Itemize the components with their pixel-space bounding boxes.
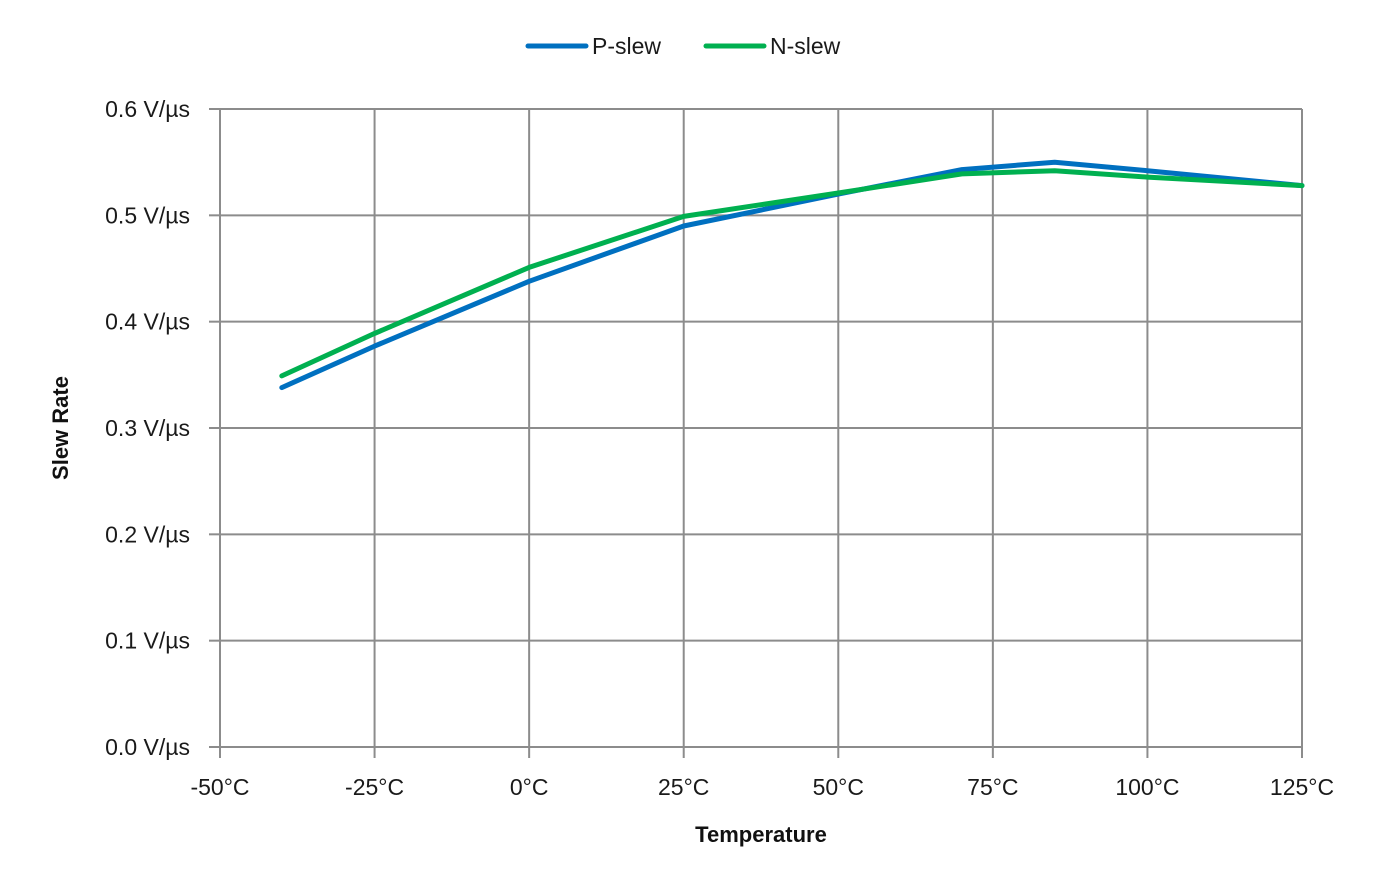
x-tick-label: -50°C [190, 774, 249, 800]
x-tick-label: 75°C [967, 774, 1018, 800]
y-tick-label: 0.0 V/µs [105, 734, 190, 760]
series-line-p-slew [279, 159, 1305, 391]
series-line-n-slew [279, 168, 1305, 379]
x-tick-label: 0°C [510, 774, 549, 800]
x-axis-tick-labels: -50°C -25°C 0°C 25°C 50°C 75°C 100°C 125°C [190, 774, 1334, 800]
y-tick-label: 0.4 V/µs [105, 309, 190, 335]
x-axis-title: Temperature [695, 822, 827, 847]
legend: P-slew N-slew [525, 33, 841, 59]
x-tick-label: 50°C [813, 774, 864, 800]
y-tick-label: 0.6 V/µs [105, 96, 190, 122]
legend-label-p-slew: P-slew [592, 33, 661, 59]
x-tick-label: -25°C [345, 774, 404, 800]
legend-label-n-slew: N-slew [770, 33, 841, 59]
y-tick-label: 0.1 V/µs [105, 628, 190, 654]
series-lines [279, 159, 1305, 391]
axis-ticks [209, 108, 1303, 758]
y-tick-label: 0.2 V/µs [105, 521, 190, 547]
y-tick-label: 0.3 V/µs [105, 415, 190, 441]
y-axis-title: Slew Rate [48, 376, 73, 480]
y-axis-tick-labels: 0.0 V/µs 0.1 V/µs 0.2 V/µs 0.3 V/µs 0.4 V/µs… [105, 96, 190, 760]
x-tick-label: 100°C [1115, 774, 1179, 800]
x-tick-label: 25°C [658, 774, 709, 800]
y-tick-label: 0.5 V/µs [105, 202, 190, 228]
x-tick-label: 125°C [1270, 774, 1334, 800]
